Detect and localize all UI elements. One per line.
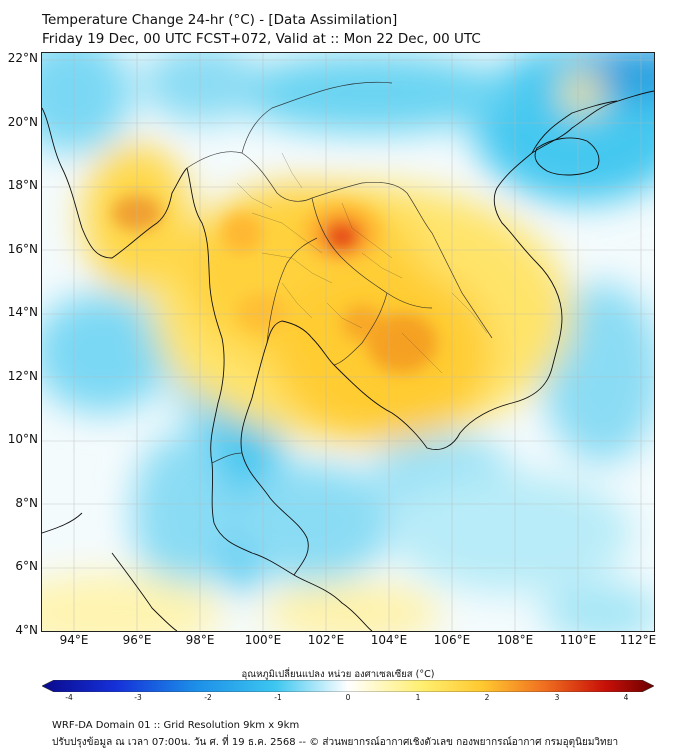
lat-label-20: 20°N bbox=[7, 115, 38, 129]
lon-label-104: 104°E bbox=[370, 633, 408, 647]
lat-label-12: 12°N bbox=[7, 369, 38, 383]
map-title: Temperature Change 24-hr (°C) - [Data As… bbox=[42, 12, 398, 28]
colorbar bbox=[42, 680, 654, 692]
lon-label-106: 106°E bbox=[433, 633, 471, 647]
graticule bbox=[42, 53, 654, 631]
footer-credit: ปรับปรุงข้อมูล ณ เวลา 07:00น. วัน ศ. ที่… bbox=[52, 737, 619, 748]
lat-label-10: 10°N bbox=[7, 432, 38, 446]
map-subtitle: Friday 19 Dec, 00 UTC FCST+072, Valid at… bbox=[42, 31, 481, 47]
borders bbox=[186, 81, 493, 464]
colorbar-tick: 4 bbox=[623, 693, 629, 702]
temperature-change-map bbox=[41, 52, 655, 632]
colorbar-tick: 0 bbox=[345, 693, 351, 702]
lon-label-108: 108°E bbox=[496, 633, 534, 647]
lat-label-22: 22°N bbox=[7, 51, 38, 65]
lat-label-18: 18°N bbox=[7, 178, 38, 192]
colorbar-title: อุณหภูมิเปลี่ยนแปลง หน่วย องศาเซลเซียส (… bbox=[241, 669, 435, 680]
lon-label-102: 102°E bbox=[307, 633, 345, 647]
colorbar-tick: 2 bbox=[484, 693, 490, 702]
colorbar-tick: 3 bbox=[554, 693, 560, 702]
lat-label-4: 4°N bbox=[15, 623, 38, 637]
lon-label-110: 110°E bbox=[559, 633, 597, 647]
lon-label-100: 100°E bbox=[244, 633, 282, 647]
lon-label-94: 94°E bbox=[59, 633, 89, 647]
colorbar-tick: -3 bbox=[134, 693, 142, 702]
province-borders bbox=[236, 152, 488, 374]
lat-label-16: 16°N bbox=[7, 242, 38, 256]
footer-model-info: WRF-DA Domain 01 :: Grid Resolution 9km … bbox=[52, 720, 300, 731]
colorbar-tick: 1 bbox=[415, 693, 421, 702]
colorbar-tick: -2 bbox=[204, 693, 212, 702]
lon-label-112: 112°E bbox=[619, 633, 657, 647]
lon-label-96: 96°E bbox=[122, 633, 152, 647]
lat-label-14: 14°N bbox=[7, 305, 38, 319]
lat-label-8: 8°N bbox=[15, 496, 38, 510]
map-canvas bbox=[42, 53, 654, 631]
lat-label-6: 6°N bbox=[15, 559, 38, 573]
colorbar-tick: -1 bbox=[274, 693, 282, 702]
lon-label-98: 98°E bbox=[185, 633, 215, 647]
colorbar-tick: -4 bbox=[65, 693, 73, 702]
